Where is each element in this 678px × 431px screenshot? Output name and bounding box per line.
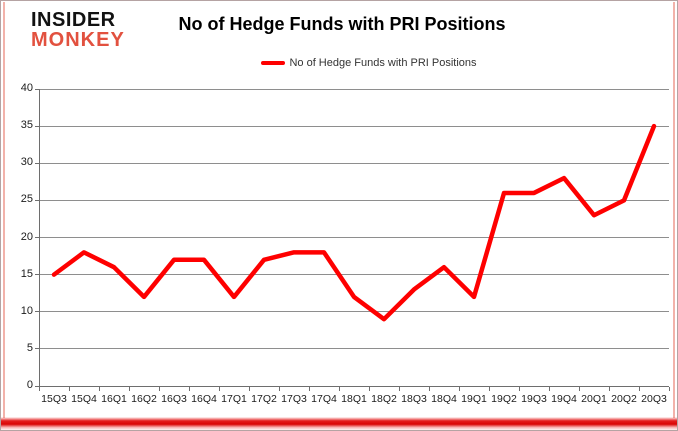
x-axis-tick: [69, 387, 70, 391]
x-axis-tick: [309, 387, 310, 391]
x-axis-tick: [219, 387, 220, 391]
y-axis-tick-label: 10: [20, 304, 33, 317]
y-axis-tick-label: 25: [20, 193, 33, 206]
legend-line-swatch: [261, 61, 286, 65]
series-line-pri: [51, 123, 657, 322]
y-axis-tick-label: 35: [20, 119, 33, 132]
x-axis-tick-label: 17Q3: [281, 393, 307, 405]
x-axis-tick-label: 18Q4: [431, 393, 457, 405]
x-axis-tick-label: 17Q4: [311, 393, 337, 405]
y-axis-tick: [35, 162, 39, 164]
y-gridline: [39, 348, 669, 350]
x-axis-tick-label: 18Q3: [401, 393, 427, 405]
x-axis-tick-label: 17Q2: [251, 393, 277, 405]
x-axis-tick: [279, 387, 280, 391]
x-axis-tick: [639, 387, 640, 391]
y-axis-tick: [35, 88, 39, 90]
x-axis-tick-label: 15Q3: [41, 393, 67, 405]
x-axis-tick-label: 15Q4: [71, 393, 97, 405]
x-axis-tick-label: 17Q1: [221, 393, 247, 405]
legend-label: No of Hedge Funds with PRI Positions: [289, 57, 477, 69]
y-gridline: [39, 162, 669, 164]
y-gridline: [39, 311, 669, 313]
x-axis-tick: [549, 387, 550, 391]
y-gridline: [39, 274, 669, 276]
x-axis-tick: [489, 387, 490, 391]
card-bottom-red-bar: [1, 417, 677, 430]
x-axis-tick-label: 18Q1: [341, 393, 367, 405]
x-axis-tick: [519, 387, 520, 391]
x-axis-tick: [609, 387, 610, 391]
y-gridline: [39, 237, 669, 238]
y-axis-tick: [35, 125, 39, 127]
x-axis-tick: [129, 387, 130, 391]
x-axis-tick: [249, 387, 250, 391]
y-axis-tick-label: 20: [20, 230, 33, 243]
y-gridline: [39, 88, 669, 90]
x-axis-tick-label: 20Q1: [581, 393, 607, 405]
x-axis-tick: [429, 387, 430, 391]
x-axis-tick-label: 19Q4: [551, 393, 577, 405]
x-axis-tick-label: 19Q1: [461, 393, 487, 405]
card-right-accent: [673, 2, 675, 418]
y-gridline: [39, 199, 669, 201]
chart-title: No of Hedge Funds with PRI Positions: [178, 14, 506, 34]
x-axis-tick-label: 20Q3: [641, 393, 667, 405]
x-axis-tick-label: 19Q3: [521, 393, 547, 405]
y-axis-tick-label: 5: [26, 341, 33, 354]
x-axis-tick: [669, 387, 670, 391]
x-axis-tick-label: 16Q4: [191, 393, 217, 405]
y-axis-line: [39, 89, 40, 386]
y-axis-tick: [35, 348, 39, 350]
y-axis-tick: [35, 274, 39, 276]
y-axis-tick: [35, 199, 39, 201]
x-axis-tick-label: 18Q2: [371, 393, 397, 405]
y-axis-tick: [35, 385, 39, 387]
y-gridline: [39, 125, 669, 127]
x-axis-tick: [579, 387, 580, 391]
y-axis-tick-label: 0: [26, 379, 33, 391]
x-axis-tick-label: 20Q2: [611, 393, 637, 405]
x-axis-tick-label: 16Q3: [161, 393, 187, 405]
x-axis-tick-label: 16Q2: [131, 393, 157, 405]
x-axis-tick-label: 16Q1: [101, 393, 127, 405]
y-axis-tick-label: 30: [20, 156, 33, 169]
x-axis-tick: [459, 387, 460, 391]
y-axis-tick-label: 40: [20, 82, 33, 94]
y-axis-tick: [35, 311, 39, 313]
x-axis-tick: [99, 387, 100, 391]
x-axis-tick: [189, 387, 190, 391]
logo-text-insider: INSIDER: [31, 9, 116, 31]
x-axis-tick: [39, 387, 40, 391]
y-axis-tick: [35, 237, 39, 238]
insider-monkey-logo: INSIDER MONKEY: [31, 10, 125, 50]
x-axis-line: [39, 386, 669, 387]
x-axis-tick: [399, 387, 400, 391]
x-axis-tick: [369, 387, 370, 391]
y-axis-tick-label: 15: [20, 267, 33, 280]
x-axis-tick: [159, 387, 160, 391]
x-axis-tick-label: 19Q2: [491, 393, 517, 405]
card-left-accent: [3, 2, 5, 418]
x-axis-tick: [339, 387, 340, 391]
logo-text-monkey: MONKEY: [31, 29, 125, 51]
chart-legend: No of Hedge Funds with PRI Positions: [31, 56, 677, 70]
